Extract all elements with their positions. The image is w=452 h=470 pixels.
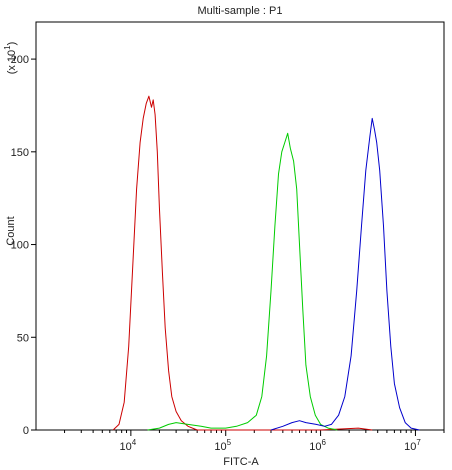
y-multiplier-base: (x 10 [6, 50, 18, 74]
svg-text:(x 101): (x 101) [3, 42, 18, 75]
x-tick-exponent: 7 [416, 438, 421, 447]
y-tick-label: 50 [17, 332, 29, 344]
x-tick-base: 10 [309, 441, 321, 453]
x-tick-label: 107 [404, 438, 421, 453]
x-tick-label: 104 [120, 438, 137, 453]
x-tick-label: 106 [309, 438, 326, 453]
plot-frame [35, 21, 445, 431]
y-tick-label: 0 [23, 425, 29, 437]
y-axis-label: Count [5, 216, 17, 245]
histogram-series-3 [270, 117, 420, 431]
x-tick-base: 10 [404, 441, 416, 453]
y-tick-label: 100 [11, 240, 29, 252]
series-layer [112, 95, 420, 431]
x-tick-exponent: 6 [321, 438, 326, 447]
x-tick-exponent: 4 [132, 438, 137, 447]
x-axis-label: FITC-A [223, 456, 259, 468]
chart-title: Multi-sample : P1 [198, 5, 283, 17]
x-tick-exponent: 5 [227, 438, 232, 447]
y-multiplier-label: (x 101) [3, 42, 18, 75]
histogram-series-1 [112, 95, 373, 431]
y-axis-ticks: 0 50 100 150 200 [11, 54, 36, 437]
x-tick-base: 10 [120, 441, 132, 453]
histogram-series-2 [147, 132, 338, 431]
y-tick-label: 200 [11, 54, 29, 66]
x-tick-base: 10 [214, 441, 226, 453]
x-tick-label: 105 [214, 438, 231, 453]
x-axis-ticks: 104 105 106 107 [64, 430, 445, 453]
y-multiplier-exp: 1 [3, 45, 12, 50]
y-tick-label: 150 [11, 147, 29, 159]
